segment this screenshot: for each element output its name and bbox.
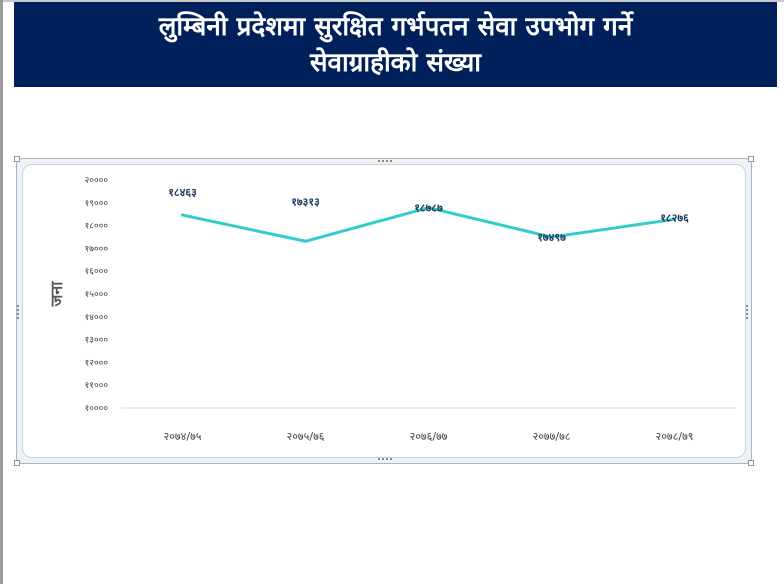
y-tick-label: १४००० [85,313,109,323]
right-resize-grip[interactable] [746,305,751,319]
x-axis-ticks: २०७४/७५ २०७५/७६ २०७६/७७ २०७७/७८ २०७८/७९ [163,430,693,443]
y-tick-label: १०००० [85,404,109,414]
data-point [427,206,430,210]
y-axis-title: जना [47,281,66,308]
window-top-edge [0,0,784,2]
data-label: १८२७६ [660,211,689,224]
chart-area [22,164,746,458]
data-label: १७४९७ [537,231,566,244]
data-label: १८७८७ [414,202,443,215]
data-point [550,235,553,239]
top-resize-grip[interactable] [378,160,392,165]
y-tick-label: ११००० [85,381,109,391]
x-tick-label: २०७६/७७ [409,430,447,443]
title-line-2: सेवाग्राहीको संख्या [309,47,482,78]
data-point [673,217,676,221]
y-tick-label: १२००० [85,358,109,368]
data-point [181,213,184,217]
y-tick-label: १६००० [85,267,109,277]
y-axis-ticks: १०००० ११००० १२००० १३००० १४००० १५००० १६००० १७०००… [85,176,109,414]
window-left-edge [0,0,3,584]
bottom-resize-grip[interactable] [378,458,392,463]
data-label: १७३१३ [291,195,320,208]
x-tick-label: २०७५/७६ [286,430,324,443]
y-tick-label: २०००० [85,176,109,186]
y-tick-label: १५००० [85,290,109,300]
left-resize-grip[interactable] [17,305,22,319]
data-point [304,239,307,243]
y-tick-label: १७००० [85,244,109,254]
line-chart: १०००० ११००० १२००० १३००० १४००० १५००० १६००० १७०००… [47,176,736,443]
data-label: १८४६३ [168,186,197,199]
y-tick-label: १८००० [85,222,109,232]
bottom-left-handle[interactable] [14,460,20,466]
top-right-handle[interactable] [748,156,754,162]
title-banner: लुम्बिनी प्रदेशमा सुरक्षित गर्भपतन सेवा … [14,2,777,87]
y-tick-label: १९००० [85,199,109,209]
y-tick-label: १३००० [85,336,109,346]
x-tick-label: २०७४/७५ [163,430,201,443]
bottom-right-handle[interactable] [748,460,754,466]
title-line-1: लुम्बिनी प्रदेशमा सुरक्षित गर्भपतन सेवा … [158,11,633,42]
chart-object-frame[interactable] [14,156,754,466]
x-tick-label: २०७७/७८ [532,430,570,443]
top-left-handle[interactable] [14,156,20,162]
x-tick-label: २०७८/७९ [655,430,693,443]
data-points [181,206,676,243]
data-labels: १८४६३ १७३१३ १८७८७ १७४९७ १८२७६ [168,186,689,244]
